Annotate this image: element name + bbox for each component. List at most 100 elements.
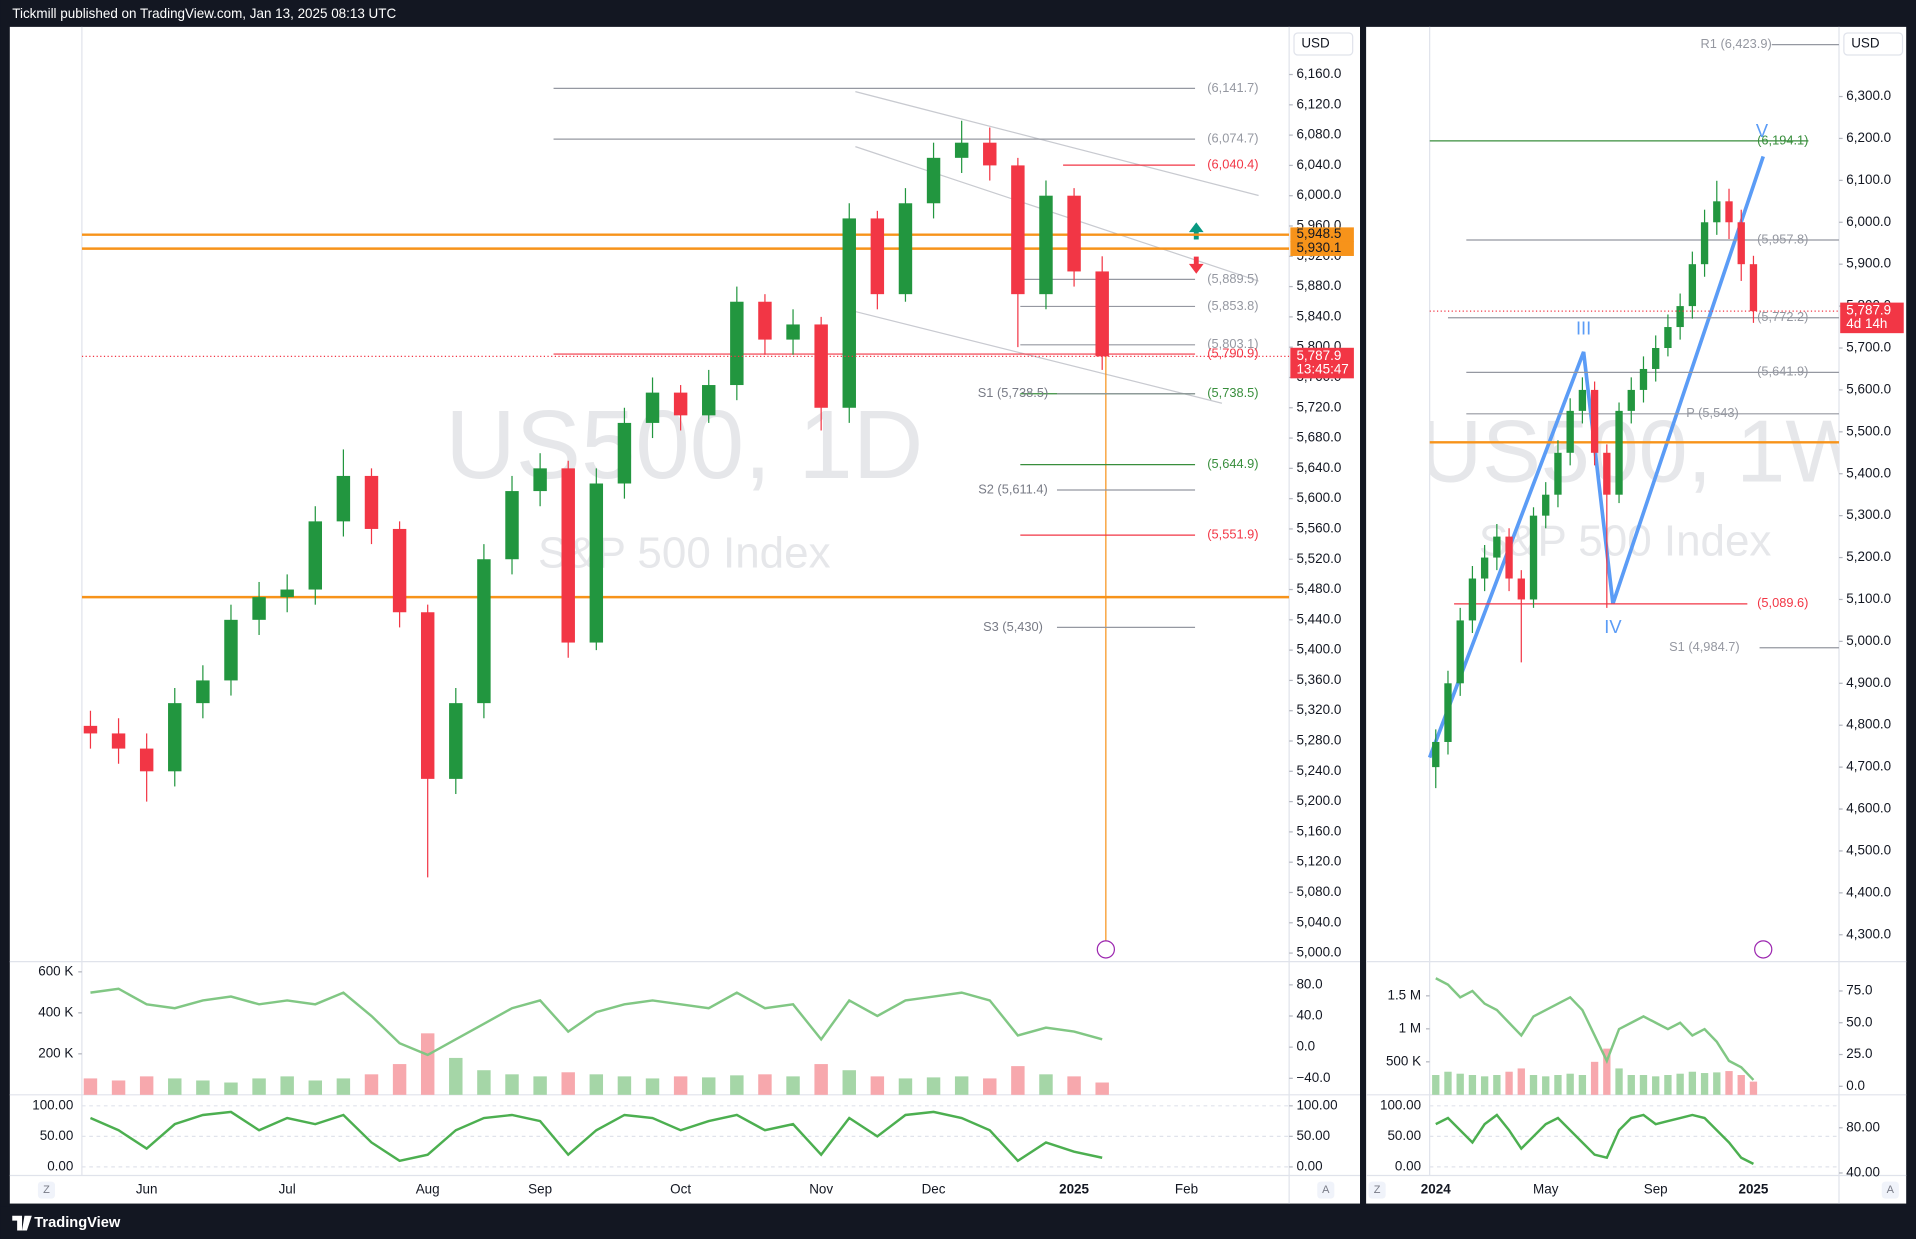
y-tick-label: 6,120.0 bbox=[1296, 96, 1341, 111]
candle-body bbox=[196, 680, 210, 704]
price-tag-label: 5,948.5 bbox=[1296, 226, 1341, 241]
volume-bar bbox=[1456, 1073, 1464, 1095]
stochastic-tick-label: 100.00 bbox=[1296, 1097, 1337, 1112]
price-tag bbox=[1840, 302, 1904, 334]
currency-box[interactable] bbox=[1843, 32, 1904, 56]
y-tick-label: 5,480.0 bbox=[1296, 581, 1341, 596]
candle-body bbox=[673, 392, 688, 416]
y-tick-label: 4,400.0 bbox=[1846, 884, 1891, 899]
candle-body bbox=[252, 597, 266, 620]
plot: (6,141.7) (6,074.7) (6,040.4) (5,889.5) (5,8… bbox=[81, 80, 1290, 878]
y-tick-label: 6,300.0 bbox=[1846, 88, 1891, 103]
currency-box[interactable] bbox=[1293, 32, 1354, 56]
volume-bar bbox=[1493, 1075, 1501, 1095]
level-label: (5,644.9) bbox=[1207, 456, 1258, 471]
candle-body bbox=[111, 733, 126, 749]
stochastic-tick-label: 0.00 bbox=[1395, 1158, 1421, 1173]
volume-bar bbox=[645, 1078, 660, 1095]
right-panel bbox=[1366, 26, 1907, 1204]
volume-tick-label: 1.5 M bbox=[1387, 987, 1421, 1002]
scale-button[interactable] bbox=[1317, 1181, 1335, 1199]
volume-bar bbox=[1039, 1074, 1053, 1095]
candle-body bbox=[1444, 683, 1452, 742]
candle-body bbox=[224, 619, 238, 681]
volume-bar bbox=[336, 1078, 351, 1095]
event-icon bbox=[1096, 940, 1116, 959]
watermark: US500, 1W S&P 500 Index bbox=[1430, 401, 1839, 565]
volume-bar bbox=[449, 1057, 463, 1095]
volume-bar bbox=[1468, 1075, 1477, 1095]
candle-body bbox=[1627, 389, 1635, 411]
y-tick-label: 4,800.0 bbox=[1846, 717, 1891, 732]
candle-body bbox=[983, 142, 997, 166]
x-tick-label: 2025 bbox=[1059, 1182, 1089, 1197]
oscillator-tick-label: 40.0 bbox=[1296, 1008, 1322, 1023]
price-tag-label: 5,930.1 bbox=[1296, 240, 1341, 255]
price-tag-label: 5,787.9 bbox=[1296, 348, 1341, 363]
volume-tick-label: 200 K bbox=[38, 1045, 73, 1060]
y-tick-label: 6,080.0 bbox=[1296, 127, 1341, 142]
stochastic-line bbox=[89, 1110, 1103, 1163]
volume-bar bbox=[983, 1078, 997, 1095]
level-label: (5,738.5) bbox=[1207, 385, 1258, 400]
stochastic-tick-label: 0.00 bbox=[1296, 1158, 1322, 1173]
candle-body bbox=[758, 301, 772, 340]
candle-body bbox=[1517, 578, 1525, 600]
volume-bar bbox=[1480, 1076, 1489, 1095]
price-tag bbox=[1290, 347, 1354, 379]
candle-body bbox=[870, 218, 885, 295]
volume-bar bbox=[139, 1076, 154, 1095]
x-tick-label: Jun bbox=[136, 1182, 158, 1197]
y-tick-label: 5,360.0 bbox=[1296, 672, 1341, 687]
plot: R1 (6,423.9) (6,194.1) (5,957.8) (5,772.2) (… bbox=[1429, 36, 1839, 789]
volume-bar bbox=[673, 1076, 688, 1095]
currency: USD bbox=[1851, 36, 1880, 51]
y-tick-label: 5,160.0 bbox=[1296, 823, 1341, 838]
up-arrow bbox=[1188, 222, 1204, 240]
scale-button-label[interactable]: A bbox=[1322, 1184, 1330, 1196]
volume-bar bbox=[420, 1033, 435, 1095]
y-tick-label: 5,600.0 bbox=[1846, 381, 1891, 396]
oscillator-tick-label: 0.0 bbox=[1296, 1039, 1315, 1054]
y-tick-label: 5,400.0 bbox=[1846, 465, 1891, 480]
y-tick-label: 6,100.0 bbox=[1846, 172, 1891, 187]
scale-button[interactable] bbox=[1881, 1181, 1899, 1199]
price-tag-countdown: 13:45:47 bbox=[1296, 361, 1348, 376]
y-tick-label: 6,000.0 bbox=[1296, 187, 1341, 202]
scale-button-label[interactable]: Z bbox=[43, 1184, 50, 1196]
candle-body bbox=[617, 422, 632, 484]
candle-body bbox=[1737, 222, 1745, 265]
candle-body bbox=[505, 491, 519, 560]
price-tag bbox=[1290, 227, 1354, 243]
wave-label: V bbox=[1756, 120, 1769, 141]
volume-bar bbox=[1011, 1066, 1025, 1095]
level-label: (5,641.9) bbox=[1757, 364, 1808, 379]
scale-button-label[interactable]: Z bbox=[1374, 1184, 1381, 1196]
price-tag-label: 5,787.9 bbox=[1846, 303, 1891, 318]
level-label: (5,790.9) bbox=[1207, 345, 1258, 360]
volume-bar bbox=[1529, 1075, 1538, 1095]
scale-button[interactable] bbox=[1368, 1181, 1386, 1199]
candle-body bbox=[1493, 536, 1501, 558]
level-label: P (5,543) bbox=[1686, 405, 1738, 420]
y-tick-label: 5,000.0 bbox=[1296, 945, 1341, 960]
volume-bar bbox=[561, 1072, 575, 1095]
watermark-subtitle: S&P 500 Index bbox=[1479, 516, 1772, 565]
scale-button[interactable] bbox=[37, 1181, 56, 1199]
volume-bar bbox=[224, 1082, 238, 1095]
y-tick-label: 4,700.0 bbox=[1846, 759, 1891, 774]
volume-bar bbox=[730, 1075, 744, 1095]
volume-bar bbox=[1067, 1076, 1081, 1095]
watermark: US500, 1D S&P 500 Index bbox=[445, 390, 923, 578]
volume-bar bbox=[898, 1078, 913, 1095]
level-label: (6,040.4) bbox=[1207, 156, 1258, 171]
candle-body bbox=[1039, 195, 1053, 295]
trend-lines bbox=[855, 91, 1259, 404]
x-tick-label: Sep bbox=[1644, 1182, 1668, 1197]
volume-bar bbox=[1639, 1075, 1648, 1095]
logo bbox=[12, 1215, 32, 1231]
candle-body bbox=[1067, 195, 1081, 272]
scale-button-label[interactable]: A bbox=[1887, 1184, 1895, 1196]
candle-body bbox=[1529, 515, 1538, 600]
